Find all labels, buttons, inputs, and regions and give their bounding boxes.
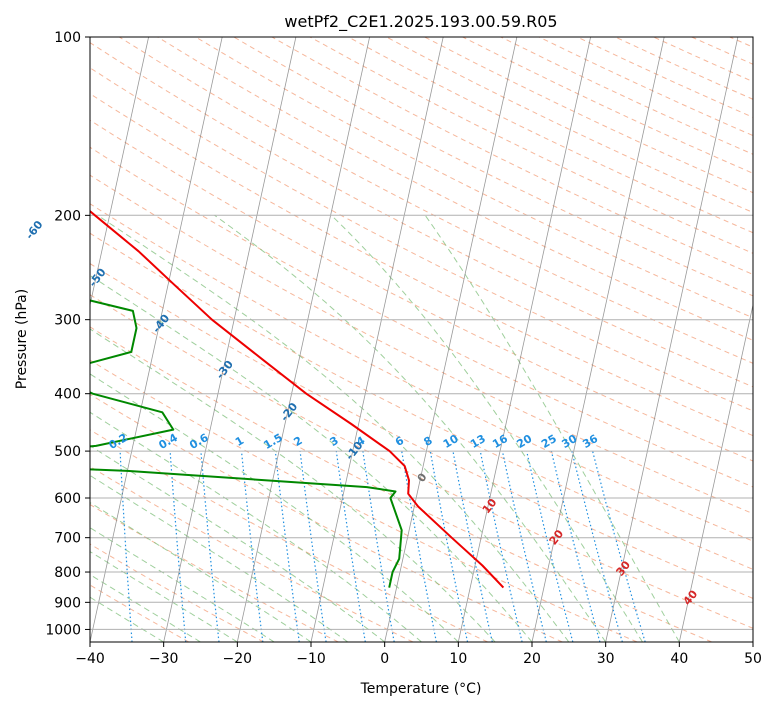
x-tick-label: 20 — [523, 651, 541, 667]
x-tick-label: −30 — [149, 651, 179, 667]
dry-adiabat — [90, 294, 753, 629]
x-axis-label: Temperature (°C) — [360, 681, 482, 697]
moist-adiabat — [90, 474, 349, 642]
moist-adiabat — [90, 551, 238, 642]
mixing-ratio-line — [299, 451, 327, 642]
x-tick-label: −10 — [296, 651, 326, 667]
dry-adiabat — [90, 359, 638, 642]
profile-lines — [90, 209, 505, 589]
x-tick-label: 10 — [449, 651, 467, 667]
x-tick-label: 50 — [744, 651, 762, 667]
isotherm — [90, 37, 149, 307]
isotherm — [384, 37, 518, 642]
mixing-ratio-line — [479, 450, 523, 642]
dry-adiabat — [157, 37, 753, 341]
moist-adiabat — [90, 411, 422, 642]
mixing-ratio-line — [169, 451, 187, 642]
isotherm — [531, 37, 665, 642]
isotherm — [90, 37, 223, 642]
background-lines — [90, 37, 753, 642]
dewpoint-line — [90, 299, 403, 588]
x-tick-label: 30 — [597, 651, 615, 667]
dry-adiabat — [90, 326, 712, 642]
chart-title: wetPf2_C2E1.2025.193.00.59.R05 — [284, 12, 557, 32]
isotherm — [163, 37, 297, 642]
moist-adiabat — [90, 596, 164, 642]
moist-adiabat — [90, 274, 533, 642]
y-axis-label: Pressure (hPa) — [14, 289, 30, 389]
moist-adiabat — [90, 501, 312, 642]
mixing-ratio-line — [526, 450, 574, 642]
isotherm — [236, 37, 370, 642]
mixing-ratio-line — [550, 450, 601, 642]
grid-lines — [90, 37, 753, 642]
x-tick-label: −20 — [223, 651, 253, 667]
moist-adiabat — [97, 214, 570, 642]
dry-adiabat — [90, 263, 753, 599]
dry-adiabat — [90, 584, 190, 642]
mixing-ratio-line — [240, 451, 264, 642]
moist-adiabat — [90, 328, 496, 642]
dry-adiabat — [90, 174, 753, 515]
moist-adiabat — [424, 215, 680, 642]
y-tick-label: 700 — [54, 531, 81, 547]
isotherm — [605, 37, 739, 642]
isotherm — [457, 37, 591, 642]
y-tick-label: 500 — [54, 444, 81, 460]
x-tick-label: 40 — [670, 651, 688, 667]
x-tick-label: −40 — [75, 651, 105, 667]
y-tick-label: 600 — [54, 491, 81, 507]
mixing-ratio-line — [452, 450, 493, 642]
plot-frame — [89, 36, 754, 643]
dry-adiabat — [119, 37, 753, 364]
mixing-ratio-line — [274, 451, 300, 642]
mixing-ratio-line — [429, 450, 469, 642]
x-ticks: −40 −30 −20 −10 0 10 20 30 40 50 — [75, 642, 762, 667]
x-tick-label: 0 — [380, 651, 389, 667]
y-ticks: 100 200 300 400 500 600 700 800 900 1000 — [45, 30, 90, 638]
dry-adiabat — [90, 503, 339, 642]
y-tick-label: 300 — [54, 313, 81, 329]
temperature-line — [90, 209, 505, 589]
y-tick-label: 200 — [54, 208, 81, 224]
y-tick-label: 800 — [54, 565, 81, 581]
moist-adiabat — [214, 214, 607, 642]
y-tick-label: 100 — [54, 30, 81, 46]
mixing-ratio-line — [501, 450, 547, 642]
moist-adiabat — [90, 445, 385, 642]
y-tick-label: 900 — [54, 595, 81, 611]
dry-adiabat — [90, 119, 753, 462]
moist-adiabat — [90, 373, 459, 642]
mixing-ratio-line — [571, 450, 623, 642]
isotherm — [678, 303, 753, 642]
mixing-ratio-line — [335, 451, 366, 642]
dry-adiabat — [90, 393, 563, 642]
dry-adiabat — [233, 37, 753, 297]
y-tick-label: 1000 — [45, 622, 81, 638]
moist-adiabat — [331, 214, 643, 642]
dry-adiabat — [90, 67, 753, 412]
plot-background — [90, 37, 753, 642]
isotherm — [310, 37, 444, 642]
moist-adiabat — [90, 573, 201, 642]
y-tick-label: 400 — [54, 387, 81, 403]
mixing-ratio-line — [200, 451, 220, 642]
